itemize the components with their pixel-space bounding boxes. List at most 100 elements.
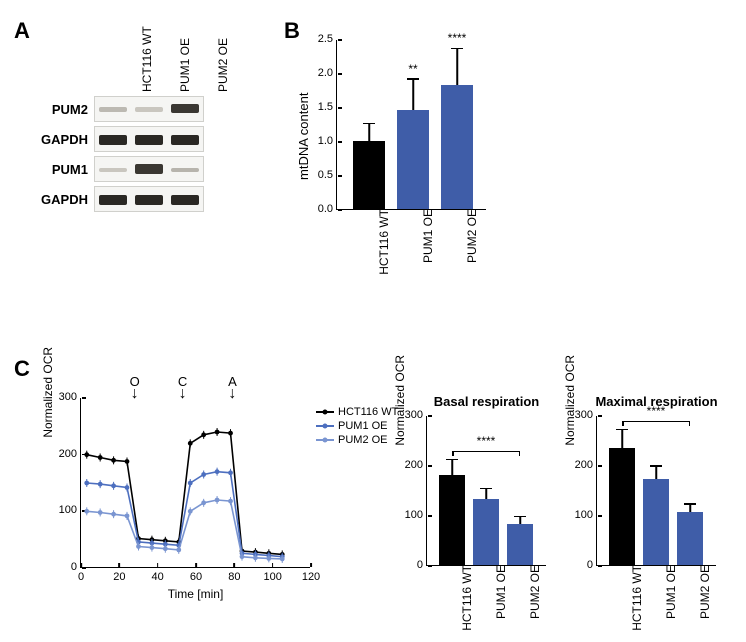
ytick: 100 — [405, 509, 427, 521]
legend-swatch — [316, 411, 334, 413]
bar — [441, 85, 473, 209]
errorbar-cap — [514, 516, 526, 518]
lane-label: PUM1 OE — [176, 30, 208, 92]
sig-line — [622, 421, 690, 423]
errorbar — [689, 505, 691, 513]
xtick: 80 — [228, 567, 240, 583]
ocr-ylabel: Normalized OCR — [41, 346, 55, 437]
blot-name: PUM2 — [36, 102, 94, 117]
errorbar — [451, 460, 453, 475]
bar — [353, 141, 385, 209]
errorbar — [456, 49, 458, 84]
bar — [439, 475, 465, 565]
panel-c-label: C — [14, 356, 30, 382]
ytick: 0.0 — [318, 203, 337, 215]
ylabel: Normalized OCR — [393, 354, 407, 445]
ytick: 100 — [575, 509, 597, 521]
legend-item: HCT116 WT — [316, 406, 398, 418]
blot-row: GAPDH — [36, 126, 246, 152]
xlabel: PUM2 OE — [526, 565, 542, 619]
ylabel: Normalized OCR — [563, 354, 577, 445]
xlabel: PUM1 OE — [492, 565, 508, 619]
legend-item: PUM1 OE — [316, 420, 398, 432]
legend-item: PUM2 OE — [316, 434, 398, 446]
errorbar — [485, 489, 487, 499]
bar — [397, 110, 429, 209]
injection-arrow: C↓ — [178, 374, 187, 399]
ytick: 300 — [59, 391, 81, 403]
blot-image — [94, 126, 204, 152]
blot-image — [94, 186, 204, 212]
lane-label: HCT116 WT — [138, 30, 170, 92]
blot-image — [94, 96, 204, 122]
ytick: 200 — [405, 459, 427, 471]
ytick: 2.5 — [318, 33, 337, 45]
panel-b-barchart: 0.00.51.01.52.02.5HCT116 WT**PUM1 OE****… — [336, 40, 486, 210]
small-barchart: Maximal respirationNormalized OCR0100200… — [596, 416, 716, 566]
xtick: 40 — [152, 567, 164, 583]
sig-line — [452, 451, 520, 453]
legend-label: PUM1 OE — [338, 420, 388, 432]
ocr-legend: HCT116 WT PUM1 OE PUM2 OE — [316, 406, 398, 448]
errorbar — [655, 467, 657, 480]
ytick: 0 — [587, 559, 597, 571]
panel-a-label: A — [14, 18, 30, 44]
blot-row: PUM1 — [36, 156, 246, 182]
significance: **** — [477, 434, 496, 448]
legend-swatch — [316, 439, 334, 441]
errorbar-cap — [650, 465, 662, 467]
ocr-lines — [81, 398, 311, 568]
ytick: 2.0 — [318, 67, 337, 79]
xtick: 0 — [78, 567, 84, 583]
ocr-plot: Normalized OCR Time [min] 01002003000204… — [80, 398, 310, 568]
bar — [643, 479, 669, 565]
bar — [473, 499, 499, 565]
blot-row: GAPDH — [36, 186, 246, 212]
errorbar-cap — [684, 503, 696, 505]
errorbar — [412, 80, 414, 111]
ytick: 200 — [575, 459, 597, 471]
legend-swatch — [316, 425, 334, 427]
errorbar-cap — [363, 123, 375, 125]
significance: **** — [647, 404, 666, 418]
errorbar-cap — [451, 48, 463, 50]
ytick: 0 — [417, 559, 427, 571]
errorbar — [621, 430, 623, 448]
bar — [677, 512, 703, 565]
xlabel: PUM2 OE — [463, 209, 479, 263]
blot-image — [94, 156, 204, 182]
legend-label: HCT116 WT — [338, 406, 398, 418]
ytick: 0.5 — [318, 169, 337, 181]
ytick: 1.5 — [318, 101, 337, 113]
xlabel: HCT116 WT — [375, 209, 391, 275]
blot-name: GAPDH — [36, 132, 94, 147]
lane-labels: HCT116 WTPUM1 OEPUM2 OE — [94, 30, 246, 92]
xtick: 20 — [113, 567, 125, 583]
xtick: 100 — [263, 567, 281, 583]
errorbar-cap — [480, 488, 492, 490]
legend-label: PUM2 OE — [338, 434, 388, 446]
ytick: 1.0 — [318, 135, 337, 147]
small-barchart: Basal respirationNormalized OCR010020030… — [426, 416, 546, 566]
blot-name: PUM1 — [36, 162, 94, 177]
xlabel: HCT116 WT — [628, 565, 644, 631]
ytick: 300 — [575, 409, 597, 421]
errorbar — [368, 124, 370, 141]
xlabel: PUM2 OE — [696, 565, 712, 619]
ytick: 200 — [59, 448, 81, 460]
lane-label: PUM2 OE — [214, 30, 246, 92]
bar — [507, 524, 533, 565]
significance: **** — [448, 31, 467, 45]
blot-name: GAPDH — [36, 192, 94, 207]
errorbar-cap — [446, 459, 458, 461]
ytick: 100 — [59, 504, 81, 516]
xtick: 60 — [190, 567, 202, 583]
errorbar-cap — [616, 429, 628, 431]
xtick: 120 — [302, 567, 320, 583]
significance: ** — [408, 62, 417, 76]
blot-rows: PUM2 GAPDH PUM1 GAPDH — [36, 96, 246, 212]
xlabel: HCT116 WT — [458, 565, 474, 631]
injection-arrow: O↓ — [130, 374, 140, 399]
errorbar — [519, 517, 521, 524]
panel-a: HCT116 WTPUM1 OEPUM2 OE PUM2 GAPDH PUM1 GAP… — [36, 30, 246, 216]
